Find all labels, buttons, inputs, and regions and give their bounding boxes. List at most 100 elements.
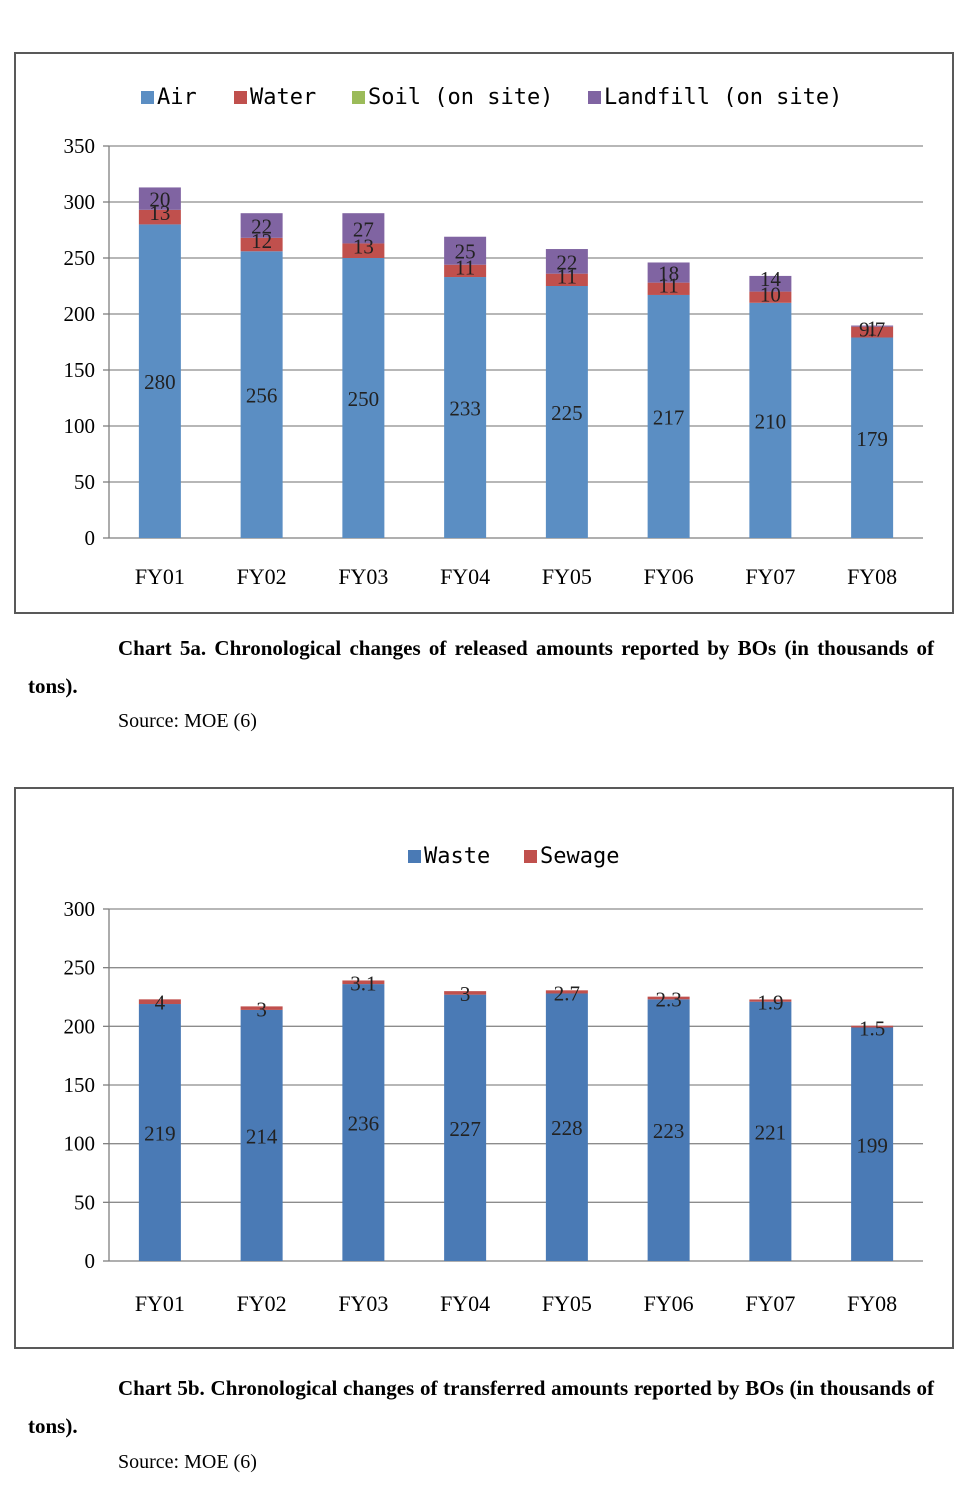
chart-5a-source: Source: MOE (6) <box>118 710 257 732</box>
chart-5a: Air Water Soil (on site) Landfill (on site)… <box>14 52 954 614</box>
chart-5a-data-label: 1 <box>867 317 878 341</box>
chart-5a-caption: Chart 5a. Chronological changes of relea… <box>28 629 934 705</box>
chart-5b-bar-waste-fy04 <box>444 994 487 1261</box>
chart-5b-svg: Waste Sewage 0 50 100 150 200 250 300 219 4 FY01 214… <box>64 844 923 1316</box>
chart-5a-legend-item-soil-on-site-: Soil (on site) <box>352 85 553 110</box>
chart-5a-bar-landfill-on-site--fy02 <box>240 213 283 238</box>
chart-5a-x-tick-label: FY07 <box>745 564 795 589</box>
chart-5a-bar-air-fy01 <box>138 224 181 538</box>
chart-5b-bar-sewage-fy02 <box>240 1006 283 1010</box>
chart-5a-legend-item-water: Water <box>234 85 316 110</box>
chart-5b-data-label: 3 <box>256 997 267 1021</box>
chart-5a-bar-water-fy01 <box>138 209 181 225</box>
chart-5a-data-label: 250 <box>348 387 380 411</box>
chart-5b-y-tick-label: 200 <box>64 1014 96 1038</box>
chart-5a-legend-label: Landfill (on site) <box>604 85 842 110</box>
chart-5b-legend-item-sewage: Sewage <box>524 844 619 869</box>
chart-5a-data-label: 20 <box>149 188 170 212</box>
chart-5b-caption-text: Chart 5b. Chronological changes of trans… <box>28 1376 934 1438</box>
chart-5b-data-label: 228 <box>551 1116 583 1140</box>
chart-5a-bar-landfill-on-site--fy08 <box>851 325 894 327</box>
chart-5a-y-tick-label: 250 <box>64 246 96 270</box>
chart-5a-data-label: 233 <box>449 397 481 421</box>
chart-5a-x-tick-label: FY03 <box>338 564 388 589</box>
chart-5b-legend-label: Waste <box>424 844 490 869</box>
chart-5b-bar-sewage-fy05 <box>545 990 588 994</box>
chart-5a-data-label: 27 <box>353 217 374 241</box>
chart-5b-bar-waste-fy08 <box>851 1027 894 1261</box>
chart-5a-legend-swatch <box>234 91 247 104</box>
chart-5a-data-label: 210 <box>755 409 787 433</box>
chart-5b-x-tick-label: FY07 <box>745 1291 795 1316</box>
chart-5a-caption-text: Chart 5a. Chronological changes of relea… <box>28 636 934 698</box>
chart-5a-bar-air-fy04 <box>444 277 487 538</box>
chart-5b-y-tick-label: 0 <box>85 1249 96 1273</box>
chart-5b-data-label: 3 <box>460 982 471 1006</box>
chart-5a-data-label: 10 <box>760 283 781 307</box>
chart-5b-legend-swatch <box>408 850 421 863</box>
chart-5a-bar-water-fy03 <box>342 243 385 258</box>
chart-5a-data-label: 22 <box>556 250 577 274</box>
chart-5b-data-label: 1.9 <box>757 990 783 1014</box>
chart-5a-bar-water-fy05 <box>545 273 588 286</box>
chart-5a-data-label: 22 <box>251 215 272 239</box>
chart-5a-data-label: 13 <box>149 201 170 225</box>
chart-5a-legend-item-air: Air <box>141 85 197 110</box>
chart-5a-data-label: 9.7 <box>859 318 885 342</box>
chart-5b-bar-waste-fy01 <box>138 1004 181 1261</box>
chart-5a-bar-landfill-on-site--fy04 <box>444 236 487 265</box>
chart-5b-bar-sewage-fy07 <box>749 999 792 1002</box>
chart-5a-bar-landfill-on-site--fy07 <box>749 275 792 292</box>
chart-5a-bar-air-fy05 <box>545 286 588 538</box>
chart-5b-x-tick-label: FY02 <box>237 1291 287 1316</box>
chart-5b-bar-sewage-fy03 <box>342 980 385 985</box>
chart-5b: Waste Sewage 0 50 100 150 200 250 300 219 4 FY01 214… <box>14 787 954 1349</box>
chart-5b-bar-waste-fy03 <box>342 984 385 1261</box>
chart-5b-data-label: 214 <box>246 1124 278 1148</box>
chart-5b-bar-sewage-fy06 <box>647 996 690 1000</box>
chart-5a-y-tick-label: 300 <box>64 190 96 214</box>
chart-5a-bar-landfill-on-site--fy06 <box>647 262 690 283</box>
chart-5a-bar-air-fy02 <box>240 251 283 538</box>
chart-5a-legend-label: Soil (on site) <box>368 85 553 110</box>
chart-5a-x-tick-label: FY01 <box>135 564 185 589</box>
chart-5a-bar-air-fy06 <box>647 294 690 538</box>
chart-5b-x-tick-label: FY05 <box>542 1291 592 1316</box>
chart-5a-x-tick-label: FY06 <box>644 564 694 589</box>
chart-5b-data-label: 223 <box>653 1119 685 1143</box>
chart-5b-y-tick-label: 300 <box>64 897 96 921</box>
chart-5b-legend-label: Sewage <box>540 844 619 869</box>
chart-5b-y-tick-label: 50 <box>74 1190 95 1214</box>
chart-5a-data-label: 256 <box>246 384 278 408</box>
chart-5b-bar-waste-fy02 <box>240 1009 283 1261</box>
chart-5a-bar-air-fy08 <box>851 337 894 538</box>
chart-5a-data-label: 12 <box>251 229 272 253</box>
chart-5a-bar-landfill-on-site--fy03 <box>342 213 385 244</box>
chart-5a-y-tick-label: 50 <box>74 470 95 494</box>
chart-5b-data-label: 3.1 <box>350 971 376 995</box>
chart-5a-legend-swatch <box>141 91 154 104</box>
chart-5b-data-label: 236 <box>348 1112 380 1136</box>
chart-5b-y-tick-label: 100 <box>64 1132 96 1156</box>
chart-5b-source: Source: MOE (6) <box>118 1451 257 1473</box>
chart-5a-legend-label: Air <box>157 85 197 110</box>
chart-5a-data-label: 225 <box>551 401 583 425</box>
chart-5b-data-label: 221 <box>755 1120 787 1144</box>
chart-5b-y-tick-label: 150 <box>64 1073 96 1097</box>
chart-5b-bar-waste-fy05 <box>545 993 588 1261</box>
chart-5a-data-label: 11 <box>455 256 475 280</box>
chart-5b-x-tick-label: FY03 <box>338 1291 388 1316</box>
chart-5a-bar-air-fy03 <box>342 258 385 538</box>
chart-5a-legend-label: Water <box>250 85 316 110</box>
chart-5b-legend-item-waste: Waste <box>408 844 490 869</box>
chart-5a-data-label: 11 <box>557 265 577 289</box>
chart-5a-bar-water-fy07 <box>749 291 792 303</box>
chart-5b-y-tick-label: 250 <box>64 956 96 980</box>
chart-5a-data-label: 14 <box>760 267 782 291</box>
chart-5a-y-tick-label: 150 <box>64 358 96 382</box>
chart-5b-bar-sewage-fy08 <box>851 1025 894 1028</box>
chart-5a-y-tick-label: 0 <box>85 526 96 550</box>
chart-5a-svg: Air Water Soil (on site) Landfill (on site)… <box>64 85 923 589</box>
chart-5b-data-label: 199 <box>856 1133 888 1157</box>
chart-5b-caption: Chart 5b. Chronological changes of trans… <box>28 1369 934 1445</box>
